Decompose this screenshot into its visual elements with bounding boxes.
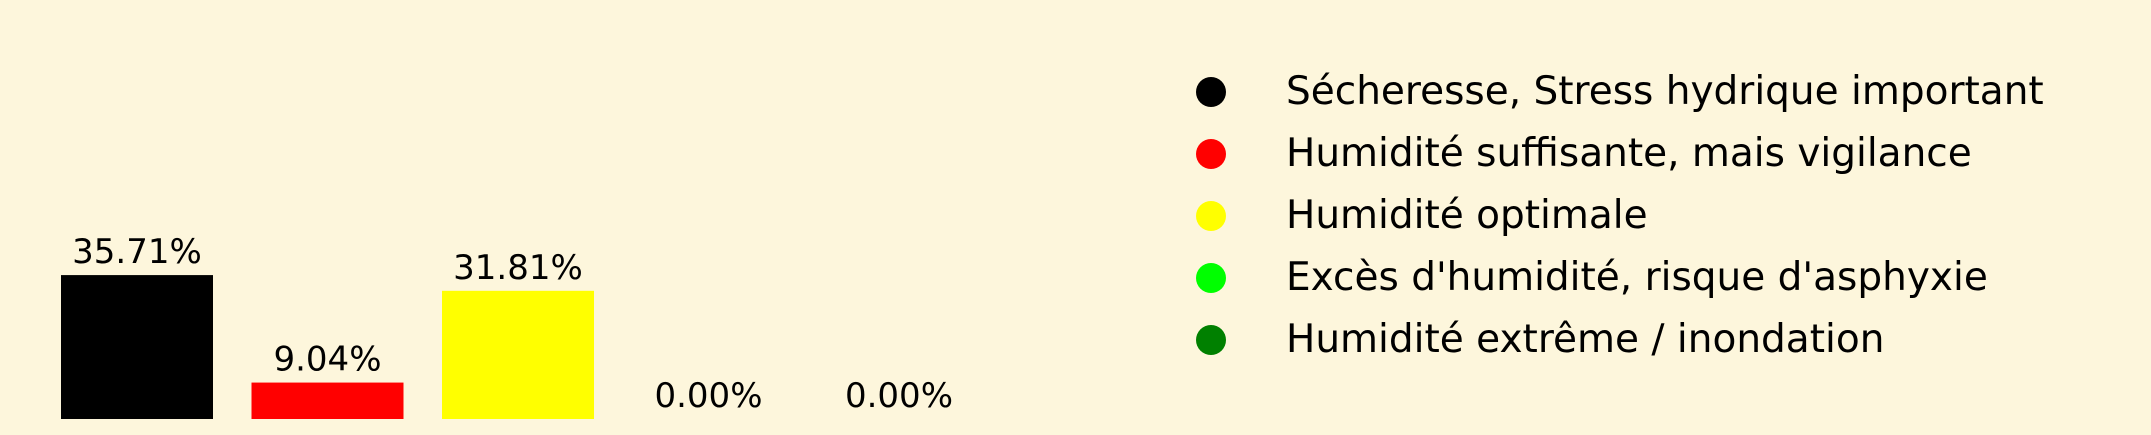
bar-2 [251, 382, 404, 419]
legend-marker-1 [1196, 77, 1226, 107]
bars-group [61, 275, 594, 419]
bar-3 [442, 290, 594, 419]
bar-1 [61, 275, 213, 419]
legend-marker-3 [1196, 201, 1226, 231]
bar-value-label-3: 31.81% [453, 248, 583, 288]
legend-marker-5 [1196, 325, 1226, 355]
bar-value-label-1: 35.71% [72, 232, 202, 272]
legend-label-2: Humidité suffisante, mais vigilance [1286, 131, 1972, 176]
value-labels-group: 35.71% 9.04% 31.81% 0.00% 0.00% [72, 232, 953, 416]
legend-label-1: Sécheresse, Stress hydrique important [1286, 69, 2044, 114]
legend-label-4: Excès d'humidité, risque d'asphyxie [1286, 255, 1988, 300]
legend-label-5: Humidité extrême / inondation [1286, 317, 1884, 362]
bar-value-label-4: 0.00% [654, 376, 762, 416]
legend: Sécheresse, Stress hydrique important Hum… [1196, 69, 2044, 362]
legend-label-3: Humidité optimale [1286, 193, 1648, 238]
bar-value-label-2: 9.04% [273, 340, 381, 380]
bar-value-label-5: 0.00% [845, 376, 953, 416]
legend-marker-4 [1196, 263, 1226, 293]
legend-marker-2 [1196, 139, 1226, 169]
